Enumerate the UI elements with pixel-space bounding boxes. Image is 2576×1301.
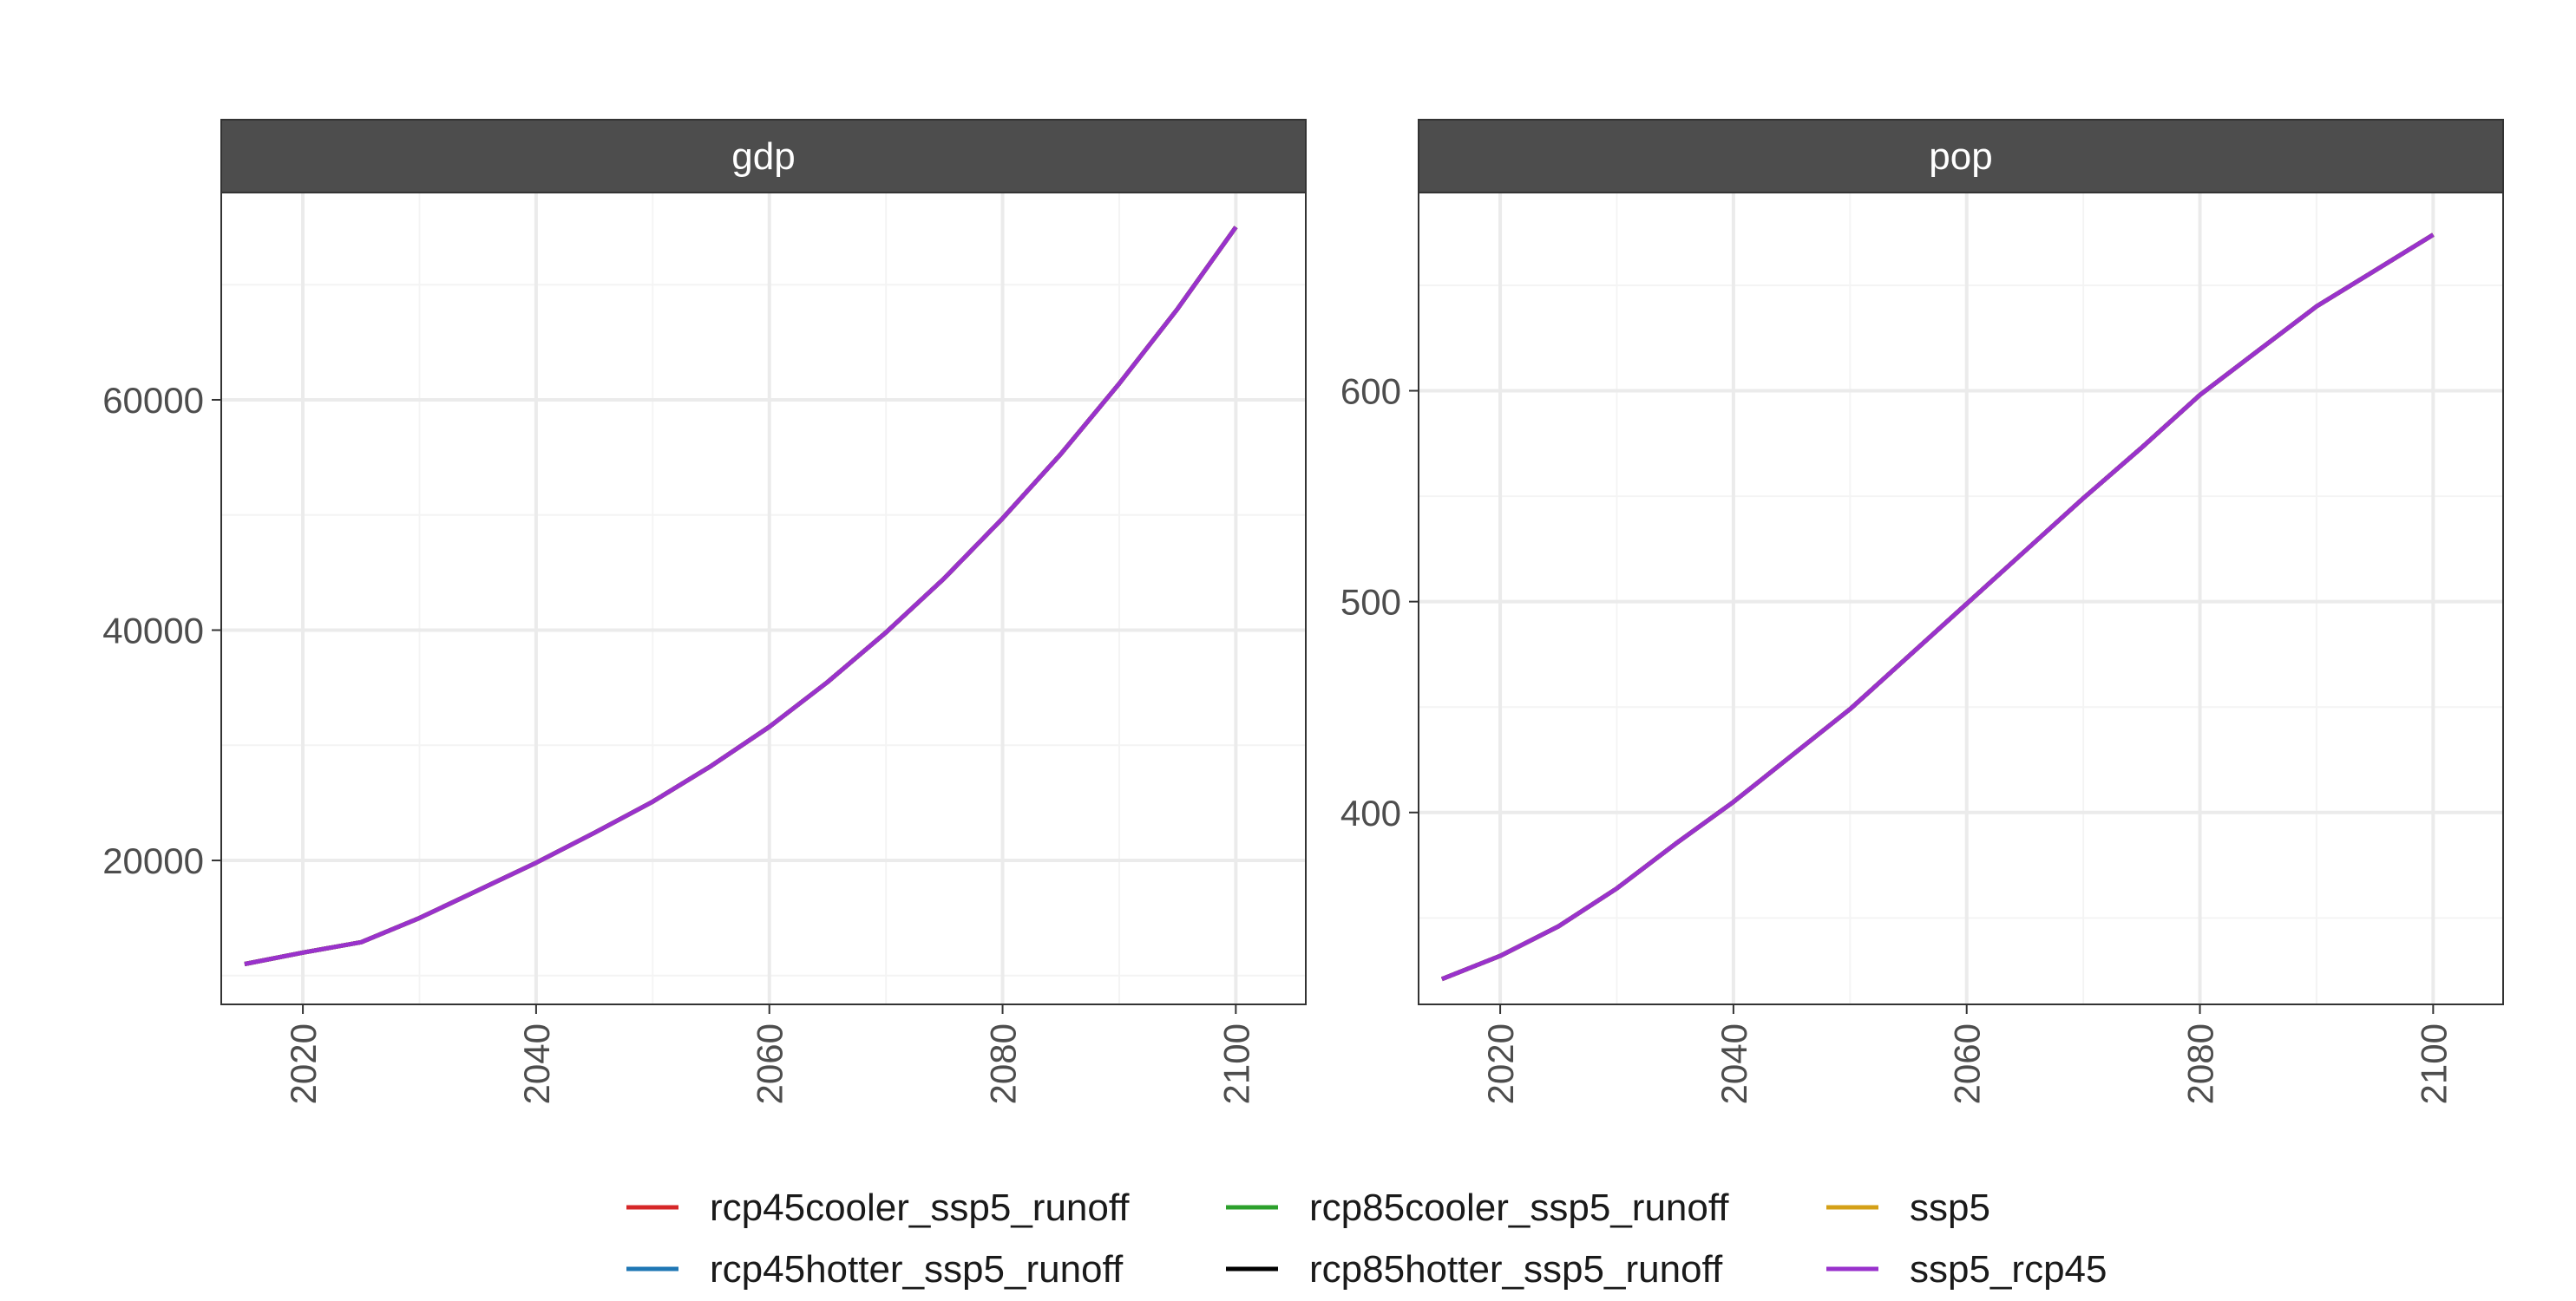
legend-item-rcp85cooler_ssp5_runoff: rcp85cooler_ssp5_runoff	[1226, 1187, 1729, 1229]
x-tick-label: 2080	[983, 1023, 1024, 1104]
legend-item-rcp45cooler_ssp5_runoff: rcp45cooler_ssp5_runoff	[626, 1187, 1130, 1229]
x-tick-label: 2080	[2180, 1023, 2221, 1104]
legend-label: rcp45cooler_ssp5_runoff	[710, 1187, 1130, 1229]
panel-background	[1419, 193, 2503, 1004]
series-line-ssp5_rcp45	[244, 226, 1238, 966]
y-tick-label: 40000	[102, 611, 204, 651]
x-tick-label: 2020	[1480, 1023, 1521, 1104]
legend-label: rcp85hotter_ssp5_runoff	[1309, 1248, 1723, 1291]
y-tick-label: 400	[1340, 793, 1401, 834]
facet-strip-label: gdp	[731, 135, 795, 178]
x-tick-label: 2100	[1216, 1023, 1256, 1104]
panel-background	[221, 193, 1306, 1004]
legend-label: ssp5_rcp45	[1910, 1248, 2107, 1291]
y-tick-label: 20000	[102, 840, 204, 881]
legend-item-rcp45hotter_ssp5_runoff: rcp45hotter_ssp5_runoff	[626, 1248, 1124, 1291]
facet-strip	[1418, 119, 2504, 193]
x-tick-label: 2060	[1947, 1023, 1988, 1104]
series-line-ssp5_rcp45	[1440, 232, 2435, 982]
y-tick-label: 600	[1340, 371, 1401, 412]
legend-label: ssp5	[1910, 1187, 1990, 1229]
legend-label: rcp45hotter_ssp5_runoff	[710, 1248, 1124, 1291]
panel-pop: pop 400 500 600 2020 2040 2060 2080 2100	[1340, 119, 2504, 1104]
x-tick-label: 2020	[283, 1023, 324, 1104]
y-tick-label: 500	[1340, 582, 1401, 623]
facet-strip-label: pop	[1929, 135, 1992, 178]
x-tick-label: 2060	[750, 1023, 790, 1104]
legend-item-ssp5: ssp5	[1826, 1187, 1990, 1229]
x-tick-label: 2040	[516, 1023, 557, 1104]
legend-item-ssp5_rcp45: ssp5_rcp45	[1826, 1248, 2107, 1291]
x-tick-label: 2100	[2413, 1023, 2454, 1104]
legend: rcp45cooler_ssp5_runoff rcp45hotter_ssp5_…	[626, 1187, 2107, 1291]
x-tick-label: 2040	[1714, 1023, 1754, 1104]
y-tick-label: 60000	[102, 380, 204, 421]
panel-gdp: gdp 20000 40000 60000 2020 2040 2060 2080 2100	[102, 119, 1307, 1104]
legend-label: rcp85cooler_ssp5_runoff	[1309, 1187, 1729, 1229]
facet-strip	[220, 119, 1307, 193]
legend-item-rcp85hotter_ssp5_runoff: rcp85hotter_ssp5_runoff	[1226, 1248, 1723, 1291]
